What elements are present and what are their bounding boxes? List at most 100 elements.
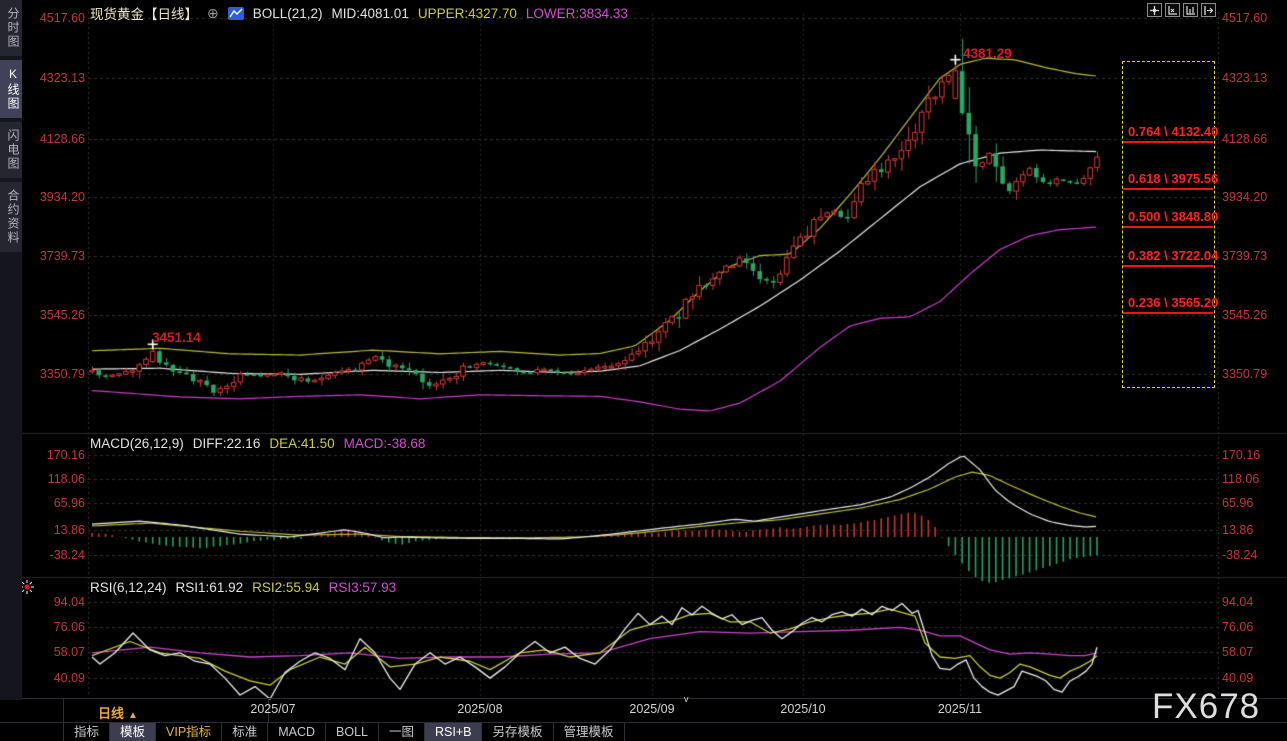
axis-tick-label: 65.96 bbox=[1222, 496, 1254, 510]
toolbar-item-指标[interactable]: 指标 bbox=[64, 723, 111, 741]
macd-macd-value: MACD:-38.68 bbox=[343, 436, 426, 451]
fib-level-label: 0.236 \ 3565.20 bbox=[1128, 295, 1219, 310]
xaxis-separator bbox=[268, 698, 269, 722]
axis-tick-label: 40.09 bbox=[53, 671, 85, 685]
period-arrow-icon: ▲ bbox=[128, 710, 138, 721]
axis-tick-label: 3350.79 bbox=[1222, 367, 1268, 381]
mini-chart-icon[interactable] bbox=[227, 6, 244, 20]
chart-tools bbox=[1147, 3, 1216, 17]
fib-level-label: 0.764 \ 4132.40 bbox=[1128, 124, 1219, 139]
macd-diff-value: DIFF:22.16 bbox=[192, 436, 261, 451]
main-header: 现货黄金【日线】 ⊕ BOLL(21,2) MID:4081.01 UPPER:… bbox=[90, 3, 628, 23]
axis-tick-label: 3350.79 bbox=[39, 367, 85, 381]
sidebar-item-合约资料[interactable]: 合约资料 bbox=[0, 182, 22, 252]
axis-tick-label: 65.96 bbox=[53, 496, 85, 510]
toolbar-item-管理模板[interactable]: 管理模板 bbox=[554, 723, 625, 741]
chart-type-sidebar: 分时图 K线图闪电图合约资料 bbox=[0, 0, 22, 700]
axis-tick-label: 4128.66 bbox=[39, 132, 85, 146]
axis-tick-label: 13.86 bbox=[53, 523, 85, 537]
xaxis-top-border bbox=[0, 698, 1287, 699]
shift-right-icon[interactable] bbox=[1201, 3, 1216, 17]
axis-tick-label: 170.16 bbox=[46, 448, 85, 462]
fib-level-line bbox=[1123, 226, 1213, 228]
axis-tick-label: 3934.20 bbox=[39, 190, 85, 204]
month-label: 2025/08 bbox=[457, 702, 503, 716]
axis-tick-label: 4323.13 bbox=[39, 71, 85, 85]
axis-tick-label: 40.09 bbox=[1222, 671, 1254, 685]
axis-tick-label: 118.06 bbox=[47, 472, 85, 486]
toolbar-item-一图[interactable]: 一图 bbox=[379, 723, 425, 741]
fib-level-label: 0.500 \ 3848.80 bbox=[1128, 209, 1219, 224]
axis-tick-label: 58.07 bbox=[53, 645, 85, 659]
fib-level-label: 0.618 \ 3975.56 bbox=[1128, 171, 1219, 186]
axis-tick-label: 3545.26 bbox=[39, 308, 85, 322]
sidebar-item-分时图[interactable]: 分时图 bbox=[0, 0, 22, 56]
rsi2-value: RSI2:55.94 bbox=[252, 580, 320, 595]
axis-tick-label: 94.04 bbox=[53, 595, 85, 609]
macd-header: MACD(26,12,9) DIFF:22.16 DEA:41.50 MACD:… bbox=[90, 436, 425, 451]
rsi-header: RSI(6,12,24) RSI1:61.92 RSI2:55.94 RSI3:… bbox=[90, 580, 396, 595]
axis-scale-icon[interactable] bbox=[1183, 3, 1198, 17]
toolbar-item-RSI+B[interactable]: RSI+B bbox=[425, 723, 483, 741]
collapse-icon[interactable]: ⊕ bbox=[207, 4, 219, 21]
peak-price-annotation: 4381.29 bbox=[963, 46, 1012, 61]
toolbar-item-MACD[interactable]: MACD bbox=[268, 723, 327, 741]
toolbar-item-VIP指标[interactable]: VIP指标 bbox=[156, 723, 223, 741]
axis-tick-label: 76.06 bbox=[1222, 620, 1254, 634]
early-high-annotation: 3451.14 bbox=[152, 330, 201, 345]
month-label: 2025/10 bbox=[780, 702, 826, 716]
axis-tick-label: 118.06 bbox=[1222, 472, 1260, 486]
toolbar-item-BOLL[interactable]: BOLL bbox=[326, 723, 379, 741]
toolbar-item-另存模板[interactable]: 另存模板 bbox=[482, 723, 554, 741]
period-label: 日线 bbox=[98, 706, 125, 721]
xaxis-separator bbox=[63, 698, 64, 722]
boll-lower-value: LOWER:3834.33 bbox=[525, 5, 628, 21]
axis-tick-label: 3739.73 bbox=[1222, 249, 1268, 263]
rsi-label: RSI(6,12,24) bbox=[90, 580, 167, 595]
toolbar-item-标准[interactable]: 标准 bbox=[222, 723, 269, 741]
axis-tick-label: 3545.26 bbox=[1222, 308, 1268, 322]
axis-range-icon[interactable] bbox=[1165, 3, 1180, 17]
month-label: 2025/09 bbox=[629, 702, 675, 716]
macd-label: MACD(26,12,9) bbox=[90, 436, 184, 451]
month-label: 2025/07 bbox=[250, 702, 296, 716]
watermark: FX678 bbox=[1152, 687, 1261, 726]
alert-sun-icon[interactable] bbox=[20, 580, 34, 599]
fibonacci-box[interactable] bbox=[1122, 61, 1215, 388]
macd-dea-value: DEA:41.50 bbox=[269, 436, 335, 451]
boll-mid-value: MID:4081.01 bbox=[331, 5, 409, 21]
axis-tick-label: 94.04 bbox=[1222, 595, 1254, 609]
axis-tick-label: -38.24 bbox=[49, 548, 85, 562]
toolbar-item-模板[interactable]: 模板 bbox=[110, 723, 157, 741]
axis-tick-label: 170.16 bbox=[1222, 448, 1261, 462]
pane-caret-icon[interactable]: v bbox=[684, 694, 689, 704]
fib-level-line bbox=[1123, 141, 1213, 143]
rsi3-value: RSI3:57.93 bbox=[328, 580, 397, 595]
bottom-toolbar: 指标 模板 VIP指标 标准 MACD BOLL 一图 RSI+B 另存模板 管理模板 bbox=[63, 723, 625, 741]
period-selector[interactable]: 日线 ▲ bbox=[98, 703, 138, 722]
axis-tick-label: 4323.13 bbox=[1222, 71, 1268, 85]
axis-tick-label: 76.06 bbox=[53, 620, 85, 634]
fib-level-line bbox=[1123, 265, 1213, 267]
axis-tick-label: -38.24 bbox=[1222, 548, 1258, 562]
axis-tick-label: 3739.73 bbox=[39, 249, 85, 263]
sidebar-item-K线图[interactable]: K线图 bbox=[0, 60, 22, 118]
axis-tick-label: 4517.60 bbox=[1222, 11, 1268, 25]
boll-upper-value: UPPER:4327.70 bbox=[417, 5, 517, 21]
month-label: 2025/11 bbox=[937, 702, 983, 716]
axis-tick-label: 4517.60 bbox=[39, 11, 85, 25]
symbol-title: 现货黄金【日线】 bbox=[90, 7, 198, 22]
axis-tick-label: 13.86 bbox=[1222, 523, 1254, 537]
axis-tick-label: 4128.66 bbox=[1222, 132, 1268, 146]
fib-level-label: 0.382 \ 3722.04 bbox=[1128, 248, 1219, 263]
split-pane-icon[interactable] bbox=[1147, 3, 1162, 17]
sidebar-item-闪电图[interactable]: 闪电图 bbox=[0, 122, 22, 178]
xaxis-bottom-border bbox=[0, 722, 1287, 723]
boll-label: BOLL(21,2) bbox=[252, 5, 323, 21]
fib-level-line bbox=[1123, 312, 1213, 314]
rsi1-value: RSI1:61.92 bbox=[175, 580, 244, 595]
fib-level-line bbox=[1123, 188, 1213, 190]
axis-tick-label: 3934.20 bbox=[1222, 190, 1268, 204]
